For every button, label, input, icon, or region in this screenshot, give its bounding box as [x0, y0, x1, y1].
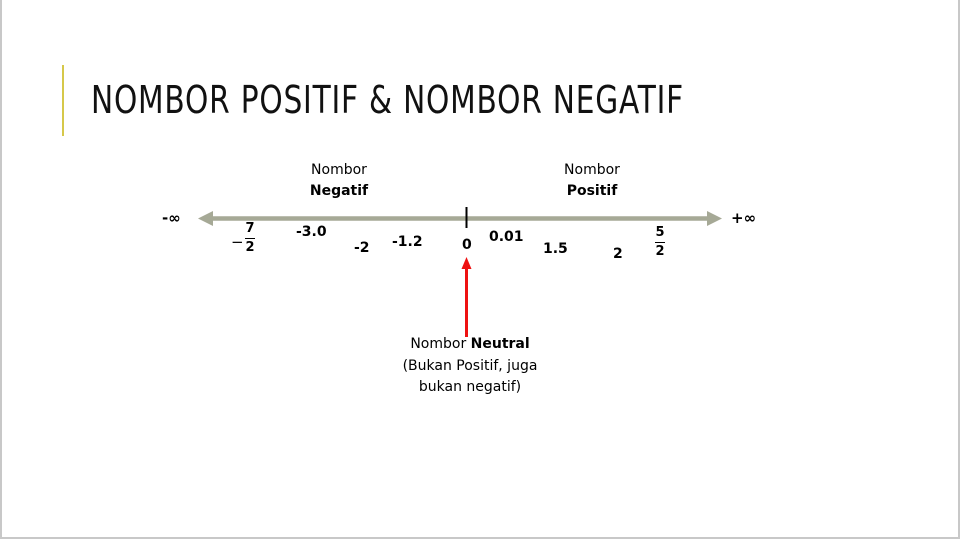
negative-label: Nombor Negatif — [299, 160, 379, 202]
negative-infinity: -∞ — [162, 209, 181, 227]
value-neg-1-2: -1.2 — [392, 234, 423, 250]
positive-label-line1: Nombor — [564, 162, 620, 178]
value-neg-3-0: -3.0 — [296, 224, 327, 240]
up-arrow-icon — [461, 257, 472, 269]
pos-fraction: 5 2 — [655, 225, 665, 259]
slide-title: NOMBOR POSITIF & NOMBOR NEGATIF — [91, 78, 685, 122]
neg-fraction: 7 2 — [245, 221, 255, 255]
neg-frac-sign: − — [231, 233, 244, 251]
right-arrowhead-icon — [707, 211, 722, 226]
left-arrowhead-icon — [198, 211, 213, 226]
negative-label-line2: Negatif — [309, 183, 369, 199]
positive-label-line2: Positif — [566, 183, 618, 199]
title-accent-bar — [62, 65, 64, 136]
negative-label-line1: Nombor — [311, 162, 367, 178]
value-zero: 0 — [462, 237, 472, 253]
value-2: 2 — [613, 246, 623, 262]
value-1-5: 1.5 — [543, 241, 568, 257]
value-0-01: 0.01 — [489, 229, 524, 245]
positive-label: Nombor Positif — [552, 160, 632, 202]
positive-infinity: +∞ — [731, 209, 757, 227]
neutral-label: Nombor Neutral (Bukan Positif, juga buka… — [402, 336, 538, 395]
value-neg-2: -2 — [354, 240, 370, 256]
